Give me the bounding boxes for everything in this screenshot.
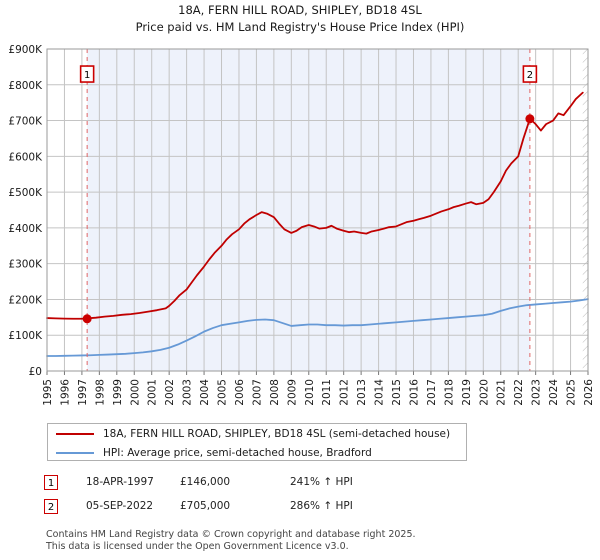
- y-axis-tick-labels: £0 £100K £200K £300K £400K £500K £600K £700K £80…: [8, 44, 43, 378]
- svg-text:2022: 2022: [513, 379, 525, 406]
- footer-line-2: This data is licensed under the Open Gov…: [46, 540, 349, 552]
- legend-label-hpi: HPI: Average price, semi-detached house,…: [103, 447, 372, 459]
- svg-text:2002: 2002: [164, 379, 176, 406]
- transaction-badge-2: 2: [44, 498, 58, 514]
- svg-text:2020: 2020: [478, 379, 490, 406]
- transaction-date-1: 18-APR-1997: [86, 476, 154, 488]
- footer-line-1: Contains HM Land Registry data © Crown c…: [46, 529, 416, 540]
- svg-text:2021: 2021: [496, 379, 508, 406]
- legend-swatch-property: [56, 433, 94, 435]
- svg-text:2024: 2024: [548, 379, 560, 406]
- svg-text:£600K: £600K: [8, 151, 43, 163]
- svg-text:1995: 1995: [42, 379, 54, 406]
- x-axis-tick-labels: 1995 1996 1997 1998 1999 2000 2001 2002 2003 2004…: [42, 379, 595, 406]
- svg-text:2009: 2009: [286, 379, 298, 406]
- transaction-hpi-delta-1: 241% ↑ HPI: [290, 476, 353, 488]
- svg-text:2007: 2007: [251, 379, 263, 406]
- svg-text:2004: 2004: [199, 379, 211, 406]
- svg-text:2025: 2025: [566, 379, 578, 406]
- svg-text:2010: 2010: [304, 379, 316, 406]
- title-line-1: 18A, FERN HILL ROAD, SHIPLEY, BD18 4SL: [178, 3, 422, 17]
- svg-text:2005: 2005: [217, 379, 229, 406]
- price-history-chart: £0 £100K £200K £300K £400K £500K £600K £700K £80…: [8, 44, 595, 406]
- title-line-2: Price paid vs. HM Land Registry's House …: [135, 20, 465, 34]
- projection-band: [582, 49, 588, 371]
- svg-text:£0: £0: [29, 366, 42, 378]
- svg-text:£300K: £300K: [8, 259, 43, 271]
- svg-text:£700K: £700K: [8, 116, 43, 128]
- svg-text:2016: 2016: [408, 379, 420, 406]
- legend-swatch-hpi: [56, 452, 94, 454]
- svg-text:2012: 2012: [339, 379, 351, 406]
- transactions-table: 1 18-APR-1997 £146,000 241% ↑ HPI 2 05-S…: [44, 470, 464, 518]
- svg-text:£500K: £500K: [8, 187, 43, 199]
- svg-text:2026: 2026: [583, 379, 595, 406]
- svg-text:£400K: £400K: [8, 223, 43, 235]
- svg-text:£900K: £900K: [8, 44, 43, 56]
- svg-text:1: 1: [84, 70, 90, 81]
- page-title: 18A, FERN HILL ROAD, SHIPLEY, BD18 4SL P…: [0, 2, 600, 36]
- svg-text:2: 2: [527, 70, 533, 81]
- legend-item-hpi: HPI: Average price, semi-detached house,…: [48, 444, 466, 462]
- svg-text:2018: 2018: [443, 379, 455, 406]
- svg-text:1996: 1996: [59, 379, 71, 406]
- svg-text:2013: 2013: [356, 379, 368, 406]
- legend-item-property: 18A, FERN HILL ROAD, SHIPLEY, BD18 4SL (…: [48, 425, 466, 443]
- transaction-price-2: £705,000: [180, 500, 231, 512]
- plot-background: [47, 49, 588, 371]
- chart-legend: 18A, FERN HILL ROAD, SHIPLEY, BD18 4SL (…: [47, 423, 467, 461]
- legend-label-property: 18A, FERN HILL ROAD, SHIPLEY, BD18 4SL (…: [103, 428, 451, 440]
- svg-text:2015: 2015: [391, 379, 403, 406]
- svg-text:1997: 1997: [77, 379, 89, 406]
- table-row: 1 18-APR-1997 £146,000 241% ↑ HPI: [44, 470, 464, 494]
- svg-text:£100K: £100K: [8, 330, 43, 342]
- transaction-date-2: 05-SEP-2022: [86, 500, 154, 512]
- data-series: [46, 91, 589, 357]
- svg-text:2003: 2003: [182, 379, 194, 406]
- svg-text:1998: 1998: [94, 379, 106, 406]
- svg-text:2008: 2008: [269, 379, 281, 406]
- svg-text:2006: 2006: [234, 379, 246, 406]
- svg-text:£800K: £800K: [8, 80, 43, 92]
- svg-text:2000: 2000: [129, 379, 141, 406]
- transaction-badge-1: 1: [44, 474, 58, 490]
- table-row: 2 05-SEP-2022 £705,000 286% ↑ HPI: [44, 494, 464, 518]
- svg-text:2011: 2011: [321, 379, 333, 406]
- svg-text:2014: 2014: [374, 379, 386, 406]
- attribution-footer: Contains HM Land Registry data © Crown c…: [46, 529, 586, 552]
- svg-text:£200K: £200K: [8, 294, 43, 306]
- transaction-price-1: £146,000: [180, 476, 231, 488]
- svg-text:2019: 2019: [461, 379, 473, 406]
- svg-text:1999: 1999: [112, 379, 124, 406]
- svg-text:2001: 2001: [147, 379, 159, 406]
- plot-border: [46, 48, 589, 372]
- svg-text:2023: 2023: [531, 379, 543, 406]
- transaction-hpi-delta-2: 286% ↑ HPI: [290, 500, 353, 512]
- svg-text:2017: 2017: [426, 379, 438, 406]
